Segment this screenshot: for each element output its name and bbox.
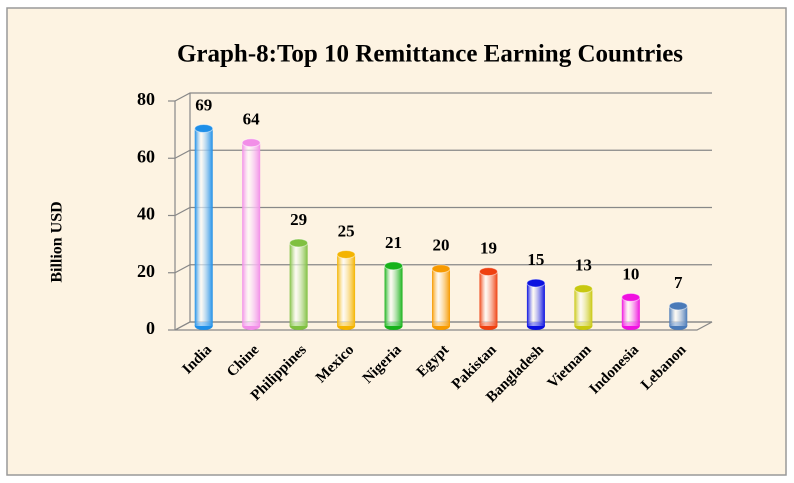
bar [574, 288, 593, 326]
bar [384, 265, 403, 326]
value-label: 25 [338, 221, 355, 240]
value-label: 7 [674, 273, 683, 292]
y-tick-label: 20 [137, 261, 155, 281]
value-label: 15 [527, 250, 544, 269]
grid-line [174, 264, 712, 274]
bar [289, 242, 308, 326]
bar [621, 297, 640, 326]
bar-top [384, 261, 404, 271]
grid-line [174, 92, 712, 102]
bar [669, 305, 688, 326]
value-label: 64 [243, 110, 261, 129]
bar [194, 128, 213, 326]
bar-top [621, 292, 641, 302]
bar-top [431, 264, 451, 274]
value-label: 19 [480, 239, 497, 258]
bar-top [478, 267, 498, 277]
value-label: 10 [622, 264, 639, 283]
value-label: 69 [195, 95, 212, 114]
bar [526, 283, 545, 326]
value-label: 29 [290, 210, 307, 229]
y-tick-label: 80 [137, 89, 155, 109]
y-axis-label: Billion USD [49, 201, 66, 282]
value-label: 13 [575, 256, 592, 275]
bar [337, 254, 356, 326]
bar-top [336, 249, 356, 259]
grid-line [174, 206, 712, 217]
grid-line [174, 149, 712, 159]
value-label: 20 [433, 236, 450, 255]
chart-title: Graph-8:Top 10 Remittance Earning Countr… [177, 41, 683, 68]
bar [432, 268, 450, 326]
y-tick-label: 40 [137, 204, 155, 224]
bar-top [573, 284, 593, 294]
bar-top [241, 138, 261, 148]
bar-top [194, 123, 214, 133]
bar-top [526, 278, 546, 288]
y-tick-label: 0 [146, 318, 155, 338]
bar [479, 271, 498, 326]
bar-top [289, 238, 309, 248]
bar [242, 142, 261, 326]
y-tick-label: 60 [137, 146, 155, 166]
chart-background [6, 7, 787, 476]
value-label: 21 [385, 233, 402, 252]
bar-top [668, 301, 688, 311]
